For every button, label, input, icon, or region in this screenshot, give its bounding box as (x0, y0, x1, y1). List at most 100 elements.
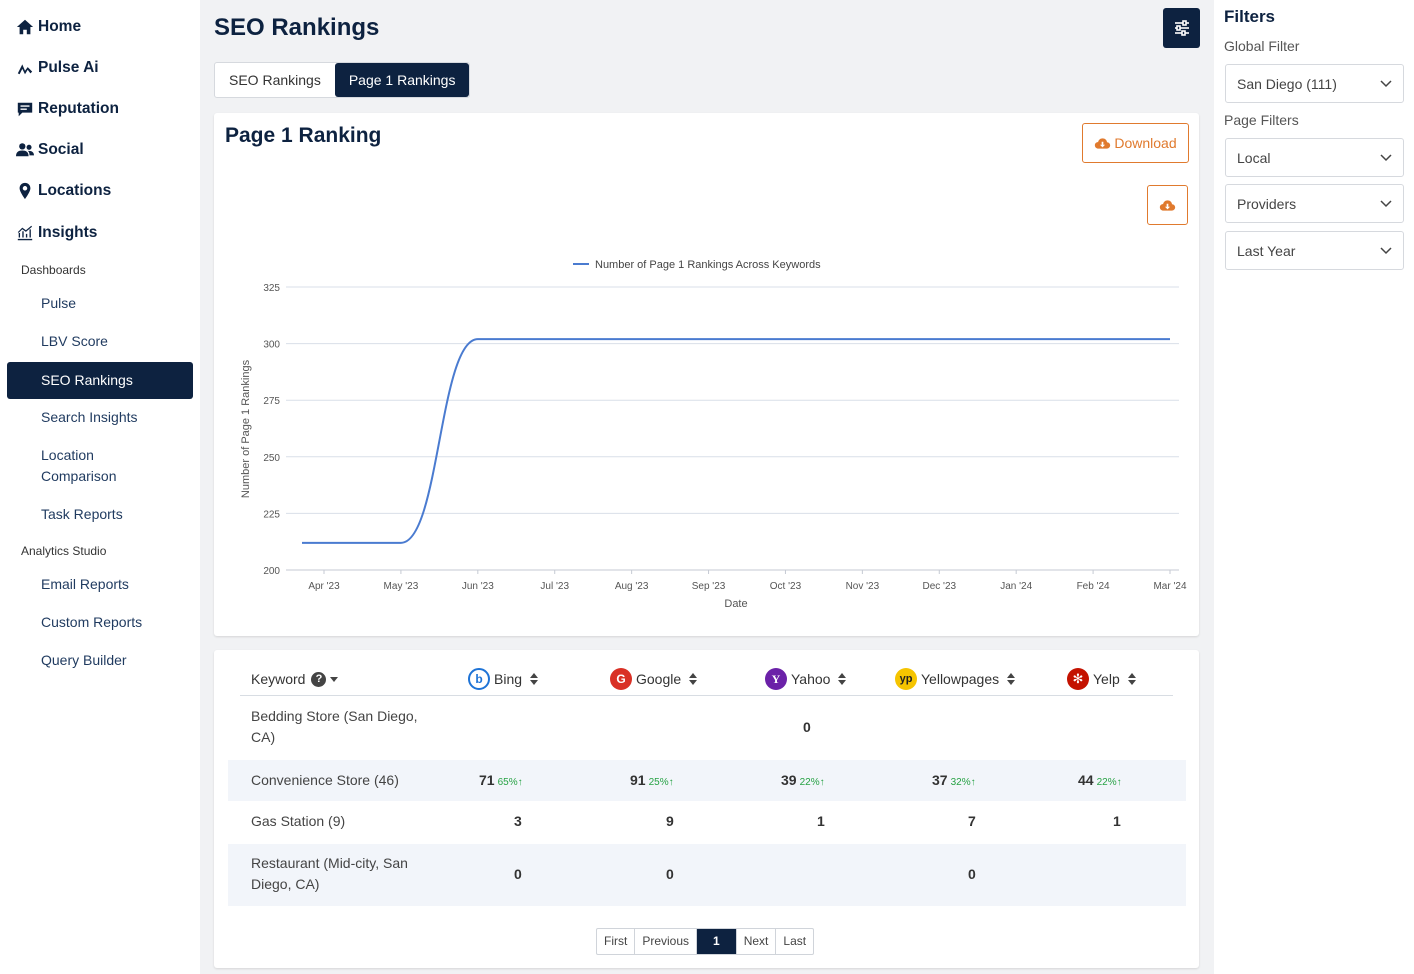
sort-icon[interactable] (838, 673, 847, 685)
col-yelp[interactable]: ✻ Yelp (1067, 664, 1136, 694)
nav-search-insights[interactable]: Search Insights (41, 409, 138, 425)
nav-query-builder[interactable]: Query Builder (41, 652, 127, 668)
page-previous-button[interactable]: Previous (635, 929, 698, 954)
change-percent: 25% (648, 777, 669, 788)
x-tick-label: Oct '23 (770, 581, 802, 592)
local-select[interactable]: Local (1225, 138, 1404, 177)
cell-google: 91 25%↑ (630, 772, 674, 788)
tab-seo-rankings[interactable]: SEO Rankings (229, 72, 321, 88)
col-keyword-label: Keyword (251, 671, 306, 687)
sidebar: Home Pulse Ai Reputation Social Location… (0, 0, 200, 974)
col-bing[interactable]: b Bing (468, 664, 539, 694)
row-keyword: Convenience Store (46) (251, 772, 399, 788)
col-keyword[interactable]: Keyword ? (251, 664, 339, 694)
providers-select[interactable]: Providers (1225, 184, 1404, 223)
y-axis-title: Number of Page 1 Rankings (240, 359, 252, 498)
global-filter-label: Global Filter (1224, 38, 1300, 54)
x-tick-label: Feb '24 (1077, 581, 1110, 592)
x-tick-label: Jul '23 (540, 581, 569, 592)
download-label: Download (1114, 135, 1177, 151)
nav-location-comparison[interactable]: Location Comparison (41, 447, 117, 484)
download-button[interactable]: Download (1082, 123, 1189, 163)
chevron-down-icon (1380, 153, 1392, 161)
x-tick-label: Apr '23 (308, 581, 340, 592)
legend-label: Number of Page 1 Rankings Across Keyword… (595, 259, 821, 271)
x-tick-label: Sep '23 (692, 581, 726, 592)
sort-icon[interactable] (1127, 673, 1136, 685)
x-tick-label: Aug '23 (615, 581, 649, 592)
nav-social-label: Social (38, 141, 84, 158)
change-percent: 22% (1096, 777, 1117, 788)
table-row: Bedding Store (San Diego, CA) 0 (228, 702, 1186, 754)
date-range-select[interactable]: Last Year (1225, 231, 1404, 270)
page-next-button[interactable]: Next (737, 929, 777, 954)
cell-value: 71 (479, 772, 495, 788)
nav-email-reports[interactable]: Email Reports (41, 576, 129, 592)
page-filters-label: Page Filters (1224, 112, 1299, 128)
global-location-select[interactable]: San Diego (111) (1225, 64, 1404, 103)
col-yahoo[interactable]: Y Yahoo (765, 664, 847, 694)
help-icon[interactable]: ? (311, 671, 327, 687)
cell-value: 44 (1078, 772, 1094, 788)
col-yellowpages[interactable]: yp Yellowpages (895, 664, 1016, 694)
filter-toggle-button[interactable] (1163, 8, 1200, 48)
change-percent: 32% (950, 777, 971, 788)
page-last-button[interactable]: Last (783, 934, 807, 948)
y-tick-label: 300 (263, 340, 280, 351)
nav-reputation-label: Reputation (38, 100, 119, 117)
map-pin-icon (19, 182, 31, 200)
nav-locations-label: Locations (38, 182, 112, 199)
sort-icon[interactable] (689, 673, 698, 685)
sort-desc-icon[interactable] (330, 676, 339, 682)
cell-google: 0 (666, 866, 674, 882)
analytics-group-label: Analytics Studio (21, 544, 107, 558)
arrow-up-icon: ↑ (517, 777, 523, 788)
sliders-icon (1174, 20, 1189, 36)
cell-yelp: 44 22%↑ (1078, 772, 1122, 788)
cell-yellowpages: 0 (968, 866, 976, 882)
nav-home[interactable]: Home (16, 18, 81, 36)
header-divider (240, 695, 1173, 696)
row-keyword: Bedding Store (San Diego, CA) (251, 708, 418, 745)
sort-icon[interactable] (1007, 673, 1016, 685)
nav-seo-rankings[interactable]: SEO Rankings (7, 362, 193, 399)
change-percent: 65% (497, 777, 518, 788)
nav-task-reports[interactable]: Task Reports (41, 506, 123, 522)
y-tick-label: 200 (263, 566, 280, 577)
bing-logo: b (468, 668, 490, 690)
tab-page1-rankings[interactable]: Page 1 Rankings (334, 63, 470, 97)
chart-icon (17, 225, 33, 241)
nav-pulse-ai[interactable]: Pulse Ai (16, 59, 99, 77)
col-google-label: Google (636, 671, 682, 687)
filters-panel: Filters Global Filter San Diego (111) Pa… (1214, 0, 1414, 974)
nav-insights[interactable]: Insights (16, 224, 97, 242)
nav-social[interactable]: Social (16, 141, 84, 159)
nav-lbv-score[interactable]: LBV Score (41, 333, 108, 349)
page-current-button[interactable]: 1 (697, 929, 737, 954)
nav-reputation[interactable]: Reputation (16, 100, 119, 118)
cell-value: 37 (932, 772, 948, 788)
date-range-value: Last Year (1237, 242, 1296, 259)
nav-locations[interactable]: Locations (16, 182, 111, 200)
y-tick-label: 275 (263, 396, 280, 407)
chat-icon (17, 102, 33, 117)
nav-seo-rankings-label: SEO Rankings (41, 372, 133, 388)
page-first-button[interactable]: First (597, 929, 636, 954)
nav-pulse[interactable]: Pulse (41, 295, 77, 311)
chart-export-button[interactable] (1147, 185, 1188, 225)
cell-yahoo: 0 (803, 719, 811, 735)
cloud-download-icon (1159, 199, 1176, 211)
yahoo-logo: Y (765, 668, 787, 690)
cell-bing: 3 (514, 813, 522, 829)
sort-icon[interactable] (530, 673, 539, 685)
nav-insights-label: Insights (38, 224, 98, 241)
col-yelp-label: Yelp (1093, 671, 1120, 687)
nav-pulse-ai-label: Pulse Ai (38, 59, 99, 76)
table-row: Convenience Store (46) 71 65%↑ 91 25%↑ 39 2… (228, 760, 1186, 801)
dashboards-group-label: Dashboards (21, 263, 86, 277)
google-logo: G (610, 668, 632, 690)
col-google[interactable]: G Google (610, 664, 698, 694)
providers-select-value: Providers (1237, 195, 1297, 212)
arrow-up-icon: ↑ (970, 777, 976, 788)
nav-custom-reports[interactable]: Custom Reports (41, 614, 143, 630)
